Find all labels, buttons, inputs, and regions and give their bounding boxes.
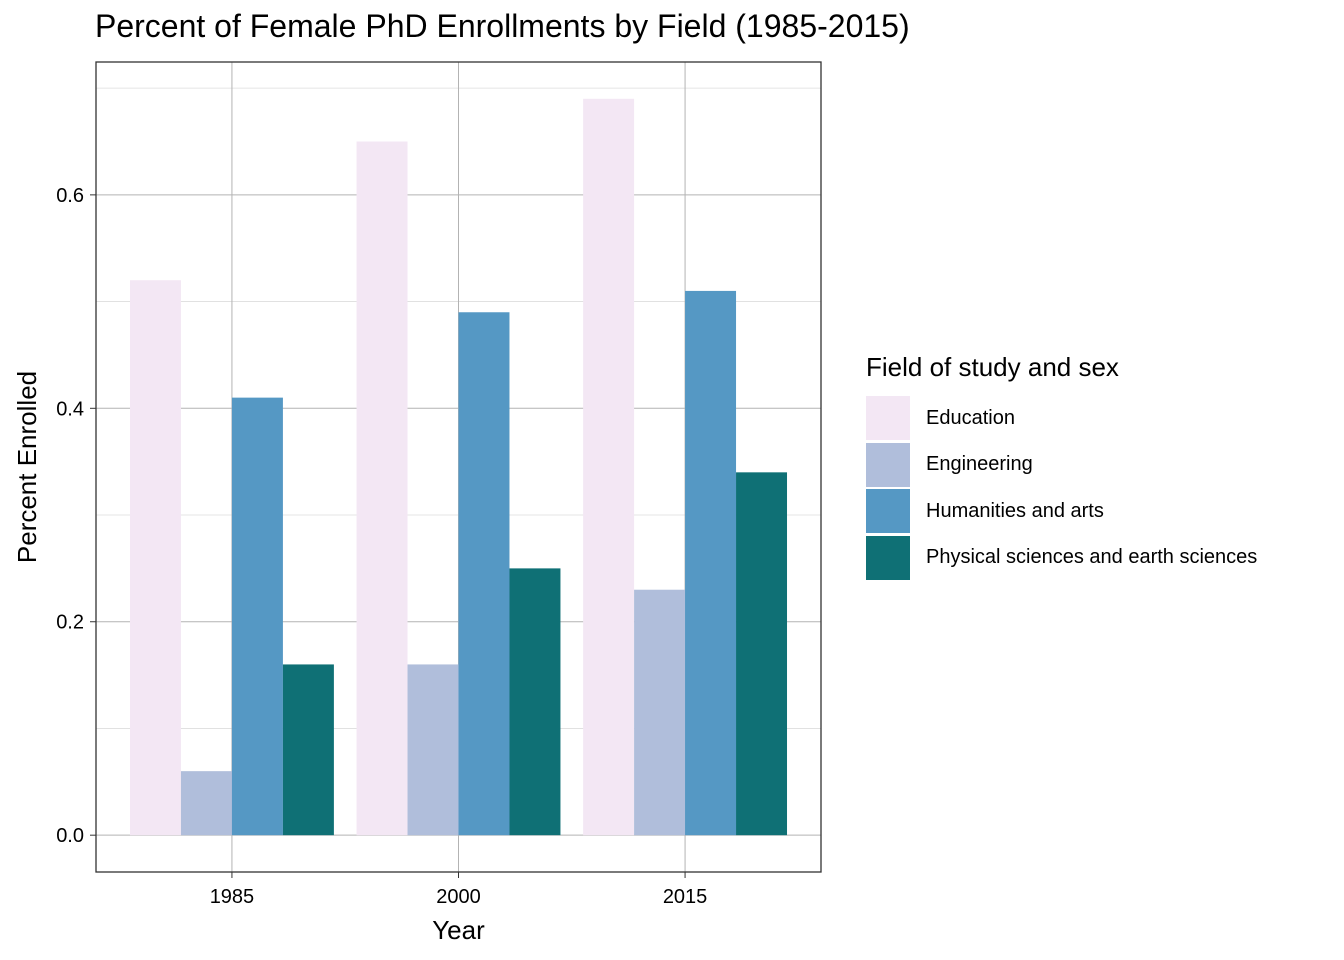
bar xyxy=(129,280,181,836)
bar xyxy=(685,290,737,836)
bar xyxy=(282,664,334,836)
legend: Field of study and sex Education Engineer… xyxy=(866,352,1257,581)
legend-label: Humanities and arts xyxy=(926,499,1104,522)
y-axis-title: Percent Enrolled xyxy=(12,371,42,563)
legend-key xyxy=(866,396,910,441)
bar xyxy=(231,397,283,836)
y-tick-label: 0.4 xyxy=(56,398,84,420)
legend-item: Humanities and arts xyxy=(866,488,1257,535)
legend-item: Physical sciences and earth sciences xyxy=(866,535,1257,582)
bar xyxy=(356,141,408,836)
bar xyxy=(736,472,788,836)
legend-key xyxy=(866,535,910,580)
legend-item: Education xyxy=(866,395,1257,442)
legend-title: Field of study and sex xyxy=(866,352,1119,382)
bar xyxy=(509,568,561,836)
legend-items: Education Engineering Humanities and arts P… xyxy=(866,395,1257,581)
x-tick-label: 2000 xyxy=(436,886,481,908)
bar xyxy=(583,98,635,836)
y-tick-label: 0.6 xyxy=(56,185,84,207)
legend-key xyxy=(866,489,910,534)
x-tick-label: 1985 xyxy=(210,886,255,908)
legend-label: Engineering xyxy=(926,453,1033,476)
y-tick-label: 0.2 xyxy=(56,612,84,634)
legend-label: Education xyxy=(926,406,1015,429)
bar xyxy=(634,589,686,836)
legend-label: Physical sciences and earth sciences xyxy=(926,546,1258,569)
bar xyxy=(407,664,459,836)
y-tick-label: 0.0 xyxy=(56,825,84,847)
x-axis-title: Year xyxy=(432,915,485,945)
chart-title: Percent of Female PhD Enrollments by Fie… xyxy=(95,8,910,44)
bar xyxy=(458,312,510,836)
legend-item: Engineering xyxy=(866,442,1257,489)
x-tick-label: 2015 xyxy=(663,886,708,908)
bar xyxy=(180,771,232,836)
legend-key xyxy=(866,442,910,487)
